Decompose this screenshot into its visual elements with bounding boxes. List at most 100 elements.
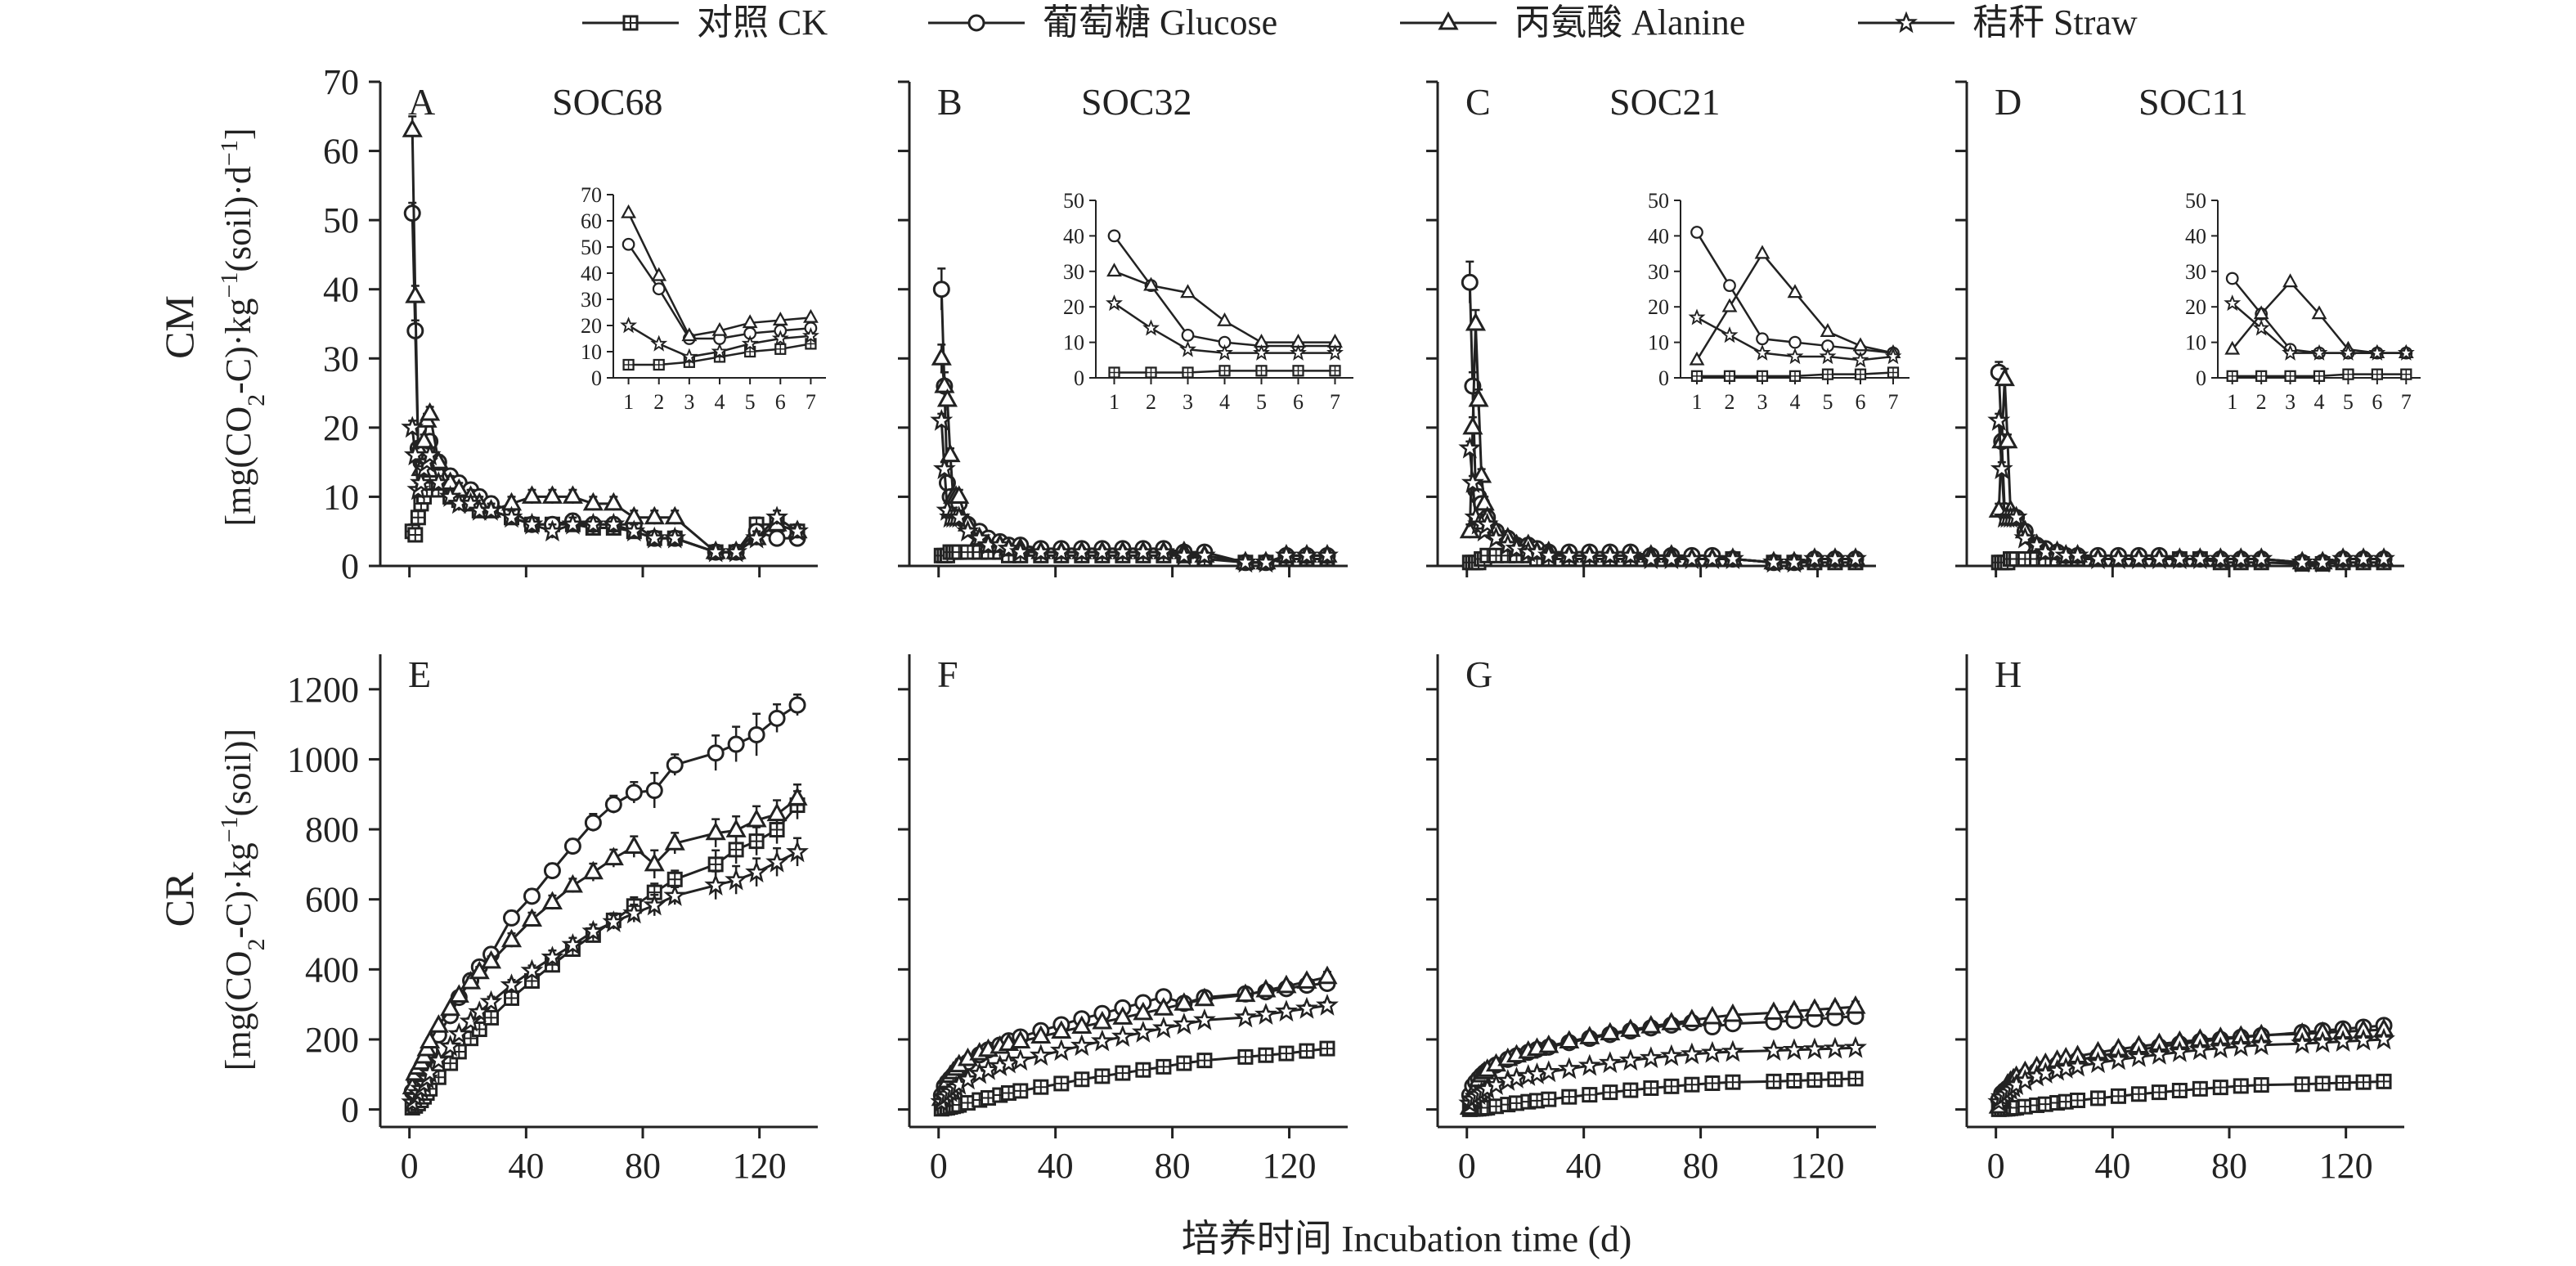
y-tick-label: 30 [323, 339, 359, 379]
data-point [1031, 1045, 1051, 1065]
data-point [1133, 1022, 1153, 1042]
data-point [583, 862, 603, 880]
data-point [1622, 1082, 1639, 1098]
data-point [563, 486, 582, 504]
inset-x-tick-label: 6 [2372, 390, 2382, 414]
data-point [1663, 1078, 1680, 1094]
inset-data-point [2225, 272, 2239, 285]
series-line [940, 358, 1327, 564]
inset-data-point [1755, 345, 1770, 360]
x-tick-label: 80 [1683, 1146, 1719, 1186]
data-point [2314, 1075, 2331, 1092]
inset-x-tick-label: 7 [1330, 390, 1340, 414]
data-point [767, 804, 787, 822]
y-tick-label: 0 [341, 1090, 359, 1130]
data-point [1806, 1072, 1823, 1089]
series-alanine [931, 967, 1337, 1107]
ylabel-top-unit: [mg(CO2-C)·kg−1(soil)·d−1] [216, 128, 270, 527]
inset-y-tick-label: 0 [591, 366, 602, 390]
data-point [542, 486, 562, 504]
inset-x-tick-label: 4 [1790, 390, 1801, 414]
inset-data-point [1788, 370, 1802, 382]
inset-x-tick-label: 5 [1823, 390, 1833, 414]
series-straw [931, 411, 1337, 572]
inset-data-point [2371, 368, 2383, 380]
legend: 对照 CK 葡萄糖 Glucose 丙氨酸 Alanine 秸秆 Straw [582, 2, 2138, 43]
inset-series-alanine [621, 205, 819, 342]
panel-G: 0 40 80 120 G [1426, 653, 1876, 1186]
inset-series-glucose [622, 237, 818, 345]
data-point [726, 869, 746, 889]
data-point [706, 875, 725, 895]
data-point [403, 204, 421, 222]
data-point [1684, 1076, 1700, 1093]
data-point [1093, 1030, 1112, 1050]
data-point [1176, 1055, 1192, 1071]
data-point [2110, 1088, 2126, 1104]
data-point [604, 796, 622, 814]
inset-data-point [1106, 263, 1122, 277]
inset-series-ck [622, 338, 817, 371]
panel-title: SOC11 [2138, 81, 2248, 123]
legend-label-alanine: 丙氨酸 Alanine [1515, 2, 1745, 43]
inset-D: 0 10 20 30 40 50 1 2 3 4 5 6 7 [2185, 189, 2421, 414]
inset-data-point [1329, 365, 1341, 377]
inset-x-tick-label: 3 [1757, 390, 1768, 414]
series-straw [1460, 438, 1865, 572]
data-point [1989, 411, 2008, 430]
inset-y-tick-label: 70 [581, 183, 602, 207]
data-point [1135, 1062, 1151, 1078]
y-tick-label: 70 [323, 62, 359, 102]
inset-data-point [1143, 321, 1159, 335]
series-ck [404, 790, 806, 1116]
inset-data-point [1854, 368, 1867, 380]
data-point [1704, 1075, 1721, 1091]
inset-data-point [2284, 370, 2296, 382]
series-ck [1990, 1073, 2392, 1117]
panel-B: B SOC32 0 10 20 30 40 50 1 2 3 4 5 6 7 [898, 80, 1353, 577]
inset-y-tick-label: 50 [2185, 189, 2206, 213]
data-point [1641, 1048, 1661, 1067]
data-point [2253, 1077, 2269, 1093]
series-line [1997, 372, 2385, 564]
data-point [604, 848, 623, 866]
data-point [1236, 1007, 1255, 1026]
data-point [2192, 1080, 2208, 1097]
inset-series-ck [1108, 365, 1341, 379]
inset-data-point [1788, 335, 1802, 349]
data-point [1805, 1039, 1824, 1058]
panel-title: SOC32 [1081, 81, 1192, 123]
data-point [1662, 1045, 1681, 1065]
data-point [1012, 1083, 1029, 1099]
legend-label-ck: 对照 CK [697, 2, 828, 43]
ylabel-bottom-unit-text: [mg(CO2-C)·kg−1(soil)] [216, 729, 270, 1071]
data-point [542, 892, 562, 910]
inset-data-point [621, 205, 636, 218]
inset-data-point [803, 310, 819, 323]
data-point [584, 814, 602, 832]
data-point [1723, 1004, 1743, 1022]
inset-data-point [1145, 366, 1157, 379]
inset-data-point [1255, 365, 1268, 377]
data-point [523, 887, 541, 905]
data-point [1580, 1055, 1600, 1075]
inset-x-tick-label: 6 [775, 390, 786, 414]
panel-letter: F [937, 653, 958, 695]
data-point [1319, 1040, 1335, 1057]
inset-x-tick-label: 2 [2256, 390, 2267, 414]
data-point [1113, 1026, 1133, 1046]
x-tick-label: 120 [733, 1146, 787, 1186]
series-line [1997, 420, 2385, 564]
inset-data-point [652, 267, 666, 281]
data-point [543, 862, 561, 880]
data-point [767, 852, 787, 872]
inset-y-tick-label: 40 [1648, 224, 1669, 248]
x-tick-label: 120 [1791, 1146, 1845, 1186]
data-point [932, 281, 950, 299]
panel-E: 0 200 400 600 800 1000 1200 0 40 80 120 E [287, 653, 818, 1186]
inset-series-alanine [1690, 245, 1901, 366]
data-point [1052, 1040, 1071, 1060]
y-tick-label: 20 [323, 408, 359, 448]
